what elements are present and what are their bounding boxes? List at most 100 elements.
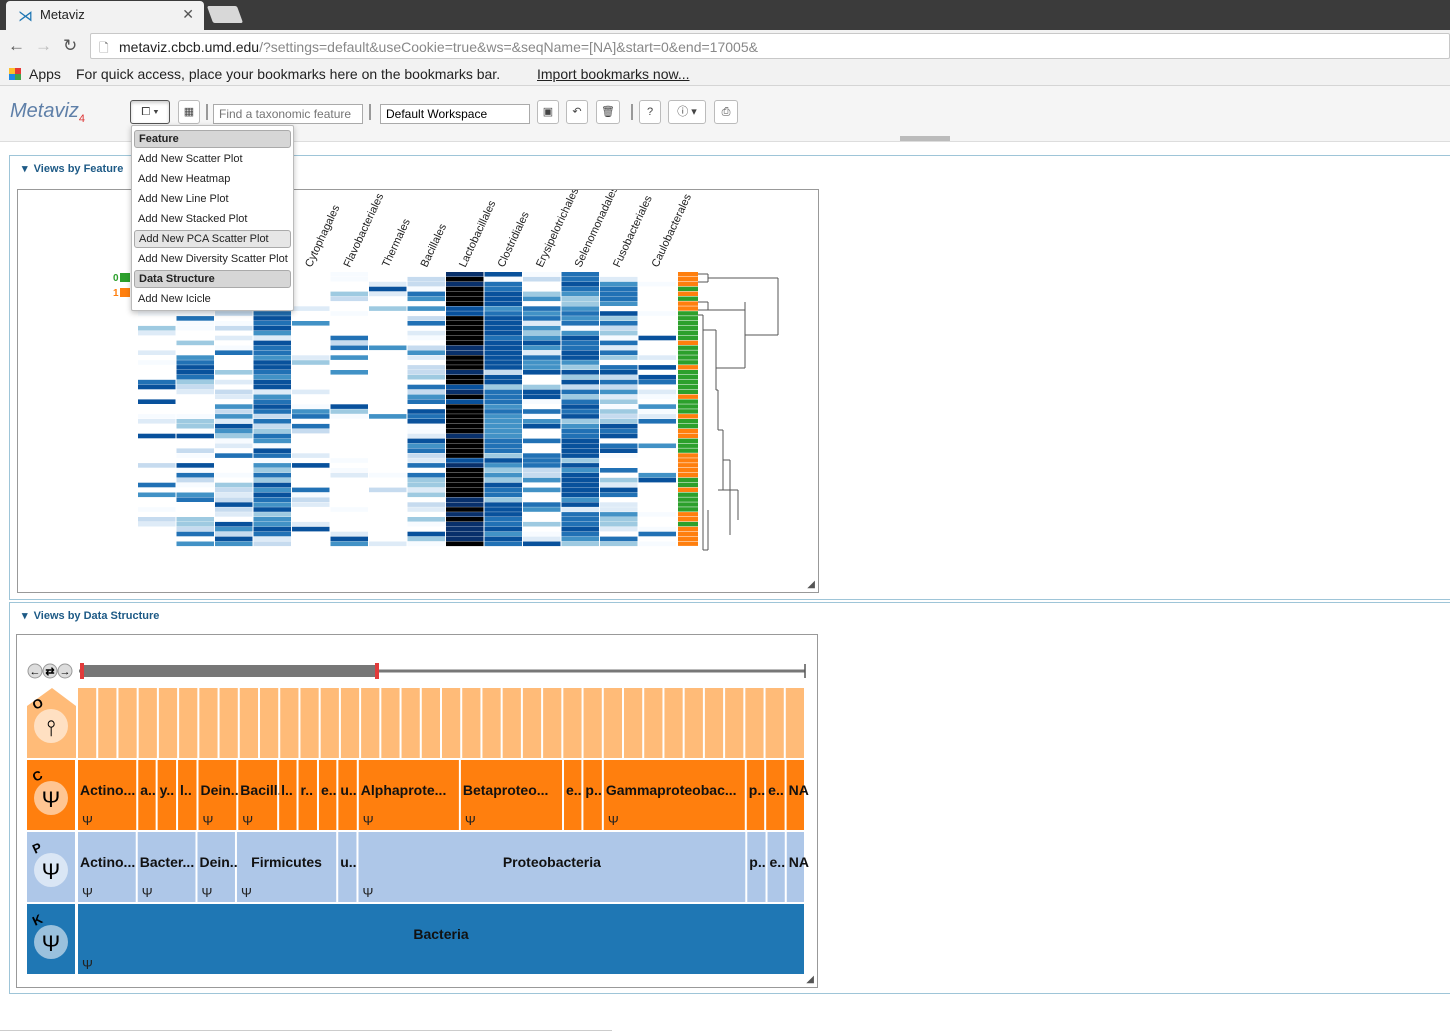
workspace-name-input[interactable] (380, 104, 530, 124)
taxonomic-feature-search-input[interactable] (213, 104, 363, 124)
navigate-button[interactable] (57, 663, 73, 679)
icicle-node-order[interactable] (684, 688, 703, 758)
menu-item-heatmap[interactable]: Add New Heatmap (138, 173, 231, 185)
menu-item-pca-scatter-plot[interactable]: Add New PCA Scatter Plot (134, 230, 291, 248)
icicle-node-order[interactable] (78, 688, 97, 758)
icicle-node-class[interactable] (564, 760, 582, 830)
info-dropdown-button[interactable]: ⓘ ▾ (668, 100, 706, 124)
undo-button[interactable]: ↶ (566, 100, 588, 124)
menu-item-stacked-plot[interactable]: Add New Stacked Plot (138, 213, 248, 225)
icicle-node-phylum[interactable] (197, 832, 235, 902)
icicle-node-order[interactable] (239, 688, 258, 758)
icicle-node-order[interactable] (98, 688, 117, 758)
icicle-node-class[interactable] (766, 760, 785, 830)
save-workspace-button[interactable]: ▣ (537, 100, 559, 124)
reload-icon[interactable]: ↻ (63, 36, 78, 55)
icicle-node-order[interactable] (320, 688, 339, 758)
icicle-node-order[interactable] (704, 688, 724, 758)
icicle-node-class[interactable] (786, 760, 804, 830)
menu-item-line-plot[interactable]: Add New Line Plot (138, 193, 229, 205)
icicle-node-class[interactable] (583, 760, 602, 830)
icicle-node-order[interactable] (563, 688, 582, 758)
icicle-node-order[interactable] (199, 688, 218, 758)
resize-handle-icon[interactable]: ◢ (806, 974, 814, 985)
icicle-node-order[interactable] (603, 688, 622, 758)
icicle-node-order[interactable] (482, 688, 501, 758)
icicle-node-order[interactable] (725, 688, 744, 758)
icicle-node-phylum[interactable] (236, 832, 337, 902)
icicle-node-order[interactable] (179, 688, 198, 758)
icicle-node-order[interactable] (300, 688, 319, 758)
url-field[interactable]: 🗋 metaviz.cbcb.umd.edu/?settings=default… (90, 33, 1450, 59)
icicle-node-order[interactable] (543, 688, 562, 758)
icicle-node-order[interactable] (280, 688, 299, 758)
icicle-node-order[interactable] (118, 688, 137, 758)
icicle-node-order[interactable] (462, 688, 481, 758)
icicle-node-phylum[interactable] (767, 832, 785, 902)
icicle-node-class[interactable] (279, 760, 297, 830)
trident-icon[interactable]: Ψ (242, 813, 253, 828)
icicle-node-class[interactable] (746, 760, 765, 830)
trident-icon[interactable]: Ψ (362, 885, 373, 900)
trident-icon[interactable]: Ψ (82, 957, 93, 972)
icicle-node-class[interactable] (298, 760, 317, 830)
icicle-node-order[interactable] (219, 688, 238, 758)
delete-workspace-button[interactable]: 🗑 (596, 100, 620, 124)
back-arrow-icon[interactable]: ← (8, 36, 25, 55)
icicle-node-class[interactable] (78, 760, 137, 830)
icicle-node-order[interactable] (583, 688, 602, 758)
views-by-data-structure-header[interactable]: ▾ Views by Data Structure (22, 609, 159, 622)
icicle-node-order[interactable] (624, 688, 643, 758)
trident-icon[interactable]: Ψ (202, 813, 213, 828)
trident-icon[interactable]: Ψ (82, 813, 93, 828)
icicle-node-order[interactable] (745, 688, 764, 758)
icicle-node-order[interactable] (361, 688, 380, 758)
navigate-button[interactable] (42, 663, 58, 679)
trident-icon[interactable]: Ψ (82, 885, 93, 900)
icicle-node-class[interactable] (358, 760, 459, 830)
arrow-left-icon[interactable]: ← (30, 666, 41, 678)
icicle-node-order[interactable] (381, 688, 400, 758)
table-view-button[interactable]: ▦ (178, 100, 200, 124)
trident-icon[interactable]: Ψ (42, 931, 60, 956)
resize-handle-icon[interactable]: ◢ (807, 579, 815, 590)
icicle-node-order[interactable] (522, 688, 542, 758)
import-bookmarks-link[interactable]: Import bookmarks now... (537, 66, 690, 82)
help-button[interactable]: ? (639, 100, 661, 124)
views-by-feature-header[interactable]: ▾ Views by Feature (22, 162, 123, 175)
icicle-node-class[interactable] (178, 760, 197, 830)
print-button[interactable]: ⎙ (714, 100, 738, 124)
icicle-node-class[interactable] (603, 760, 745, 830)
menu-item-icicle[interactable]: Add New Icicle (138, 293, 211, 305)
trident-icon[interactable]: Ψ (241, 885, 252, 900)
menu-item-scatter-plot[interactable]: Add New Scatter Plot (138, 153, 243, 165)
icicle-node-order[interactable] (138, 688, 157, 758)
navigate-button[interactable] (27, 663, 43, 679)
icicle-node-order[interactable] (421, 688, 440, 758)
icicle-node-order[interactable] (502, 688, 521, 758)
trident-icon[interactable]: Ψ (201, 885, 212, 900)
range-slider-left-handle[interactable] (80, 663, 84, 679)
trident-icon[interactable]: Ψ (465, 813, 476, 828)
icicle-node-class[interactable] (460, 760, 563, 830)
icicle-node-phylum[interactable] (338, 832, 357, 902)
icicle-node-phylum[interactable] (747, 832, 766, 902)
icicle-node-order[interactable] (644, 688, 663, 758)
icicle-node-class[interactable] (138, 760, 156, 830)
icicle-node-order[interactable] (765, 688, 784, 758)
icicle-node-kingdom[interactable] (78, 904, 804, 974)
icicle-node-class[interactable] (318, 760, 337, 830)
icicle-node-class[interactable] (238, 760, 278, 830)
trident-icon[interactable]: Ψ (363, 813, 374, 828)
trident-icon[interactable]: Ψ (608, 813, 619, 828)
browser-tab[interactable]: ⋊ Metaviz ✕ (6, 1, 204, 30)
icicle-node-order[interactable] (260, 688, 279, 758)
trident-icon[interactable]: Ψ (42, 859, 60, 884)
icicle-node-order[interactable] (340, 688, 360, 758)
order-node-icon[interactable]: ⫯ (46, 715, 56, 740)
icicle-node-phylum[interactable] (137, 832, 196, 902)
toolbar-resize-handle[interactable] (900, 136, 950, 141)
icicle-node-order[interactable] (401, 688, 420, 758)
icicle-node-phylum[interactable] (786, 832, 804, 902)
